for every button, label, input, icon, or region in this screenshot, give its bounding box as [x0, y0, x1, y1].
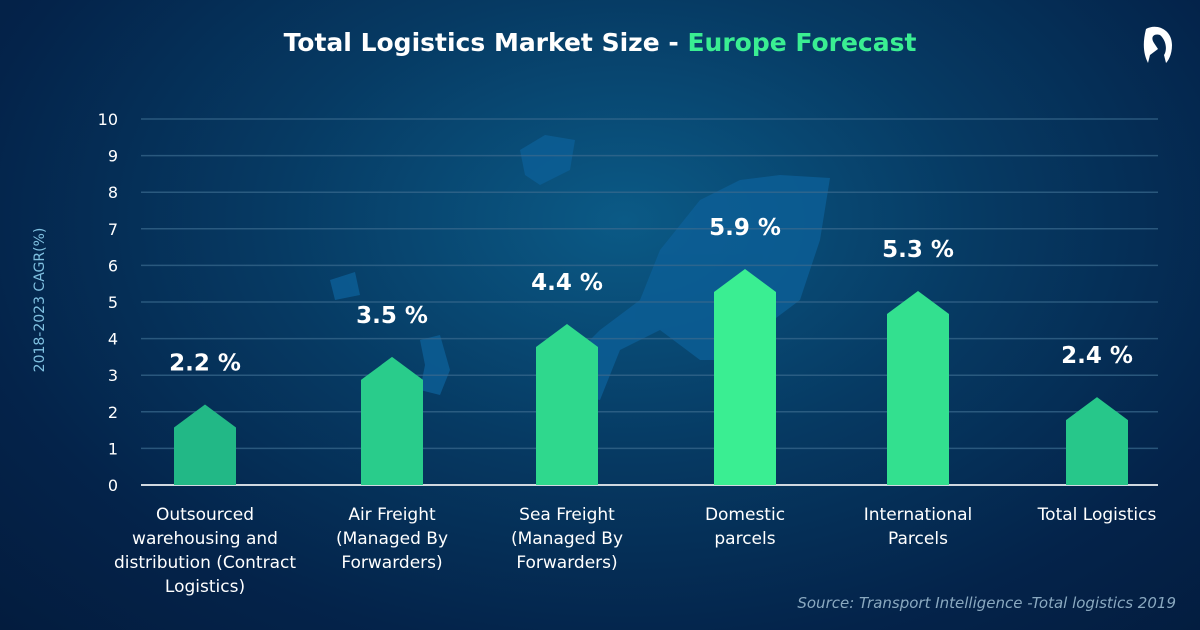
category-label: Total Logistics: [1037, 505, 1157, 525]
category-label: Outsourced: [156, 505, 254, 525]
bar: [887, 291, 949, 485]
bar: [174, 404, 236, 485]
y-tick-label: 5: [108, 293, 118, 312]
category-label: parcels: [714, 529, 775, 549]
title-highlight: Europe Forecast: [687, 28, 917, 57]
y-tick-label: 8: [108, 183, 118, 202]
y-tick-label: 7: [108, 220, 118, 239]
category-label: Domestic: [705, 505, 785, 525]
category-label: distribution (Contract: [114, 553, 296, 573]
y-tick-label: 10: [98, 110, 118, 129]
category-label: Sea Freight: [519, 505, 615, 525]
category-label: (Managed By: [511, 529, 623, 549]
y-tick-label: 6: [108, 256, 118, 275]
title-main: Total Logistics Market Size -: [283, 28, 688, 57]
data-label: 2.4 %: [1061, 343, 1133, 369]
category-label: (Managed By: [336, 529, 448, 549]
data-label: 5.3 %: [882, 237, 954, 263]
bar: [714, 269, 776, 485]
bar: [536, 323, 598, 485]
data-label: 2.2 %: [169, 350, 241, 376]
data-label: 5.9 %: [709, 215, 781, 241]
category-label: International: [864, 505, 973, 525]
y-tick-label: 1: [108, 439, 118, 458]
source-note: Source: Transport Intelligence -Total lo…: [797, 594, 1176, 612]
category-label: Air Freight: [348, 505, 436, 525]
category-label: Forwarders): [516, 553, 617, 573]
y-tick-label: 4: [108, 330, 118, 349]
bar: [1066, 397, 1128, 485]
bar: [361, 356, 423, 485]
y-tick-label: 2: [108, 403, 118, 422]
category-label: Logistics): [165, 577, 245, 597]
category-label: Forwarders): [341, 553, 442, 573]
data-label: 4.4 %: [531, 270, 603, 296]
y-tick-label: 9: [108, 147, 118, 166]
y-tick-label: 3: [108, 366, 118, 385]
spartan-helmet-logo-icon: [1143, 26, 1172, 63]
data-label: 3.5 %: [356, 303, 428, 329]
category-label: warehousing and: [132, 529, 278, 549]
category-label: Parcels: [888, 529, 948, 549]
y-tick-label: 0: [108, 476, 118, 495]
chart-title: Total Logistics Market Size - Europe For…: [0, 28, 1200, 57]
